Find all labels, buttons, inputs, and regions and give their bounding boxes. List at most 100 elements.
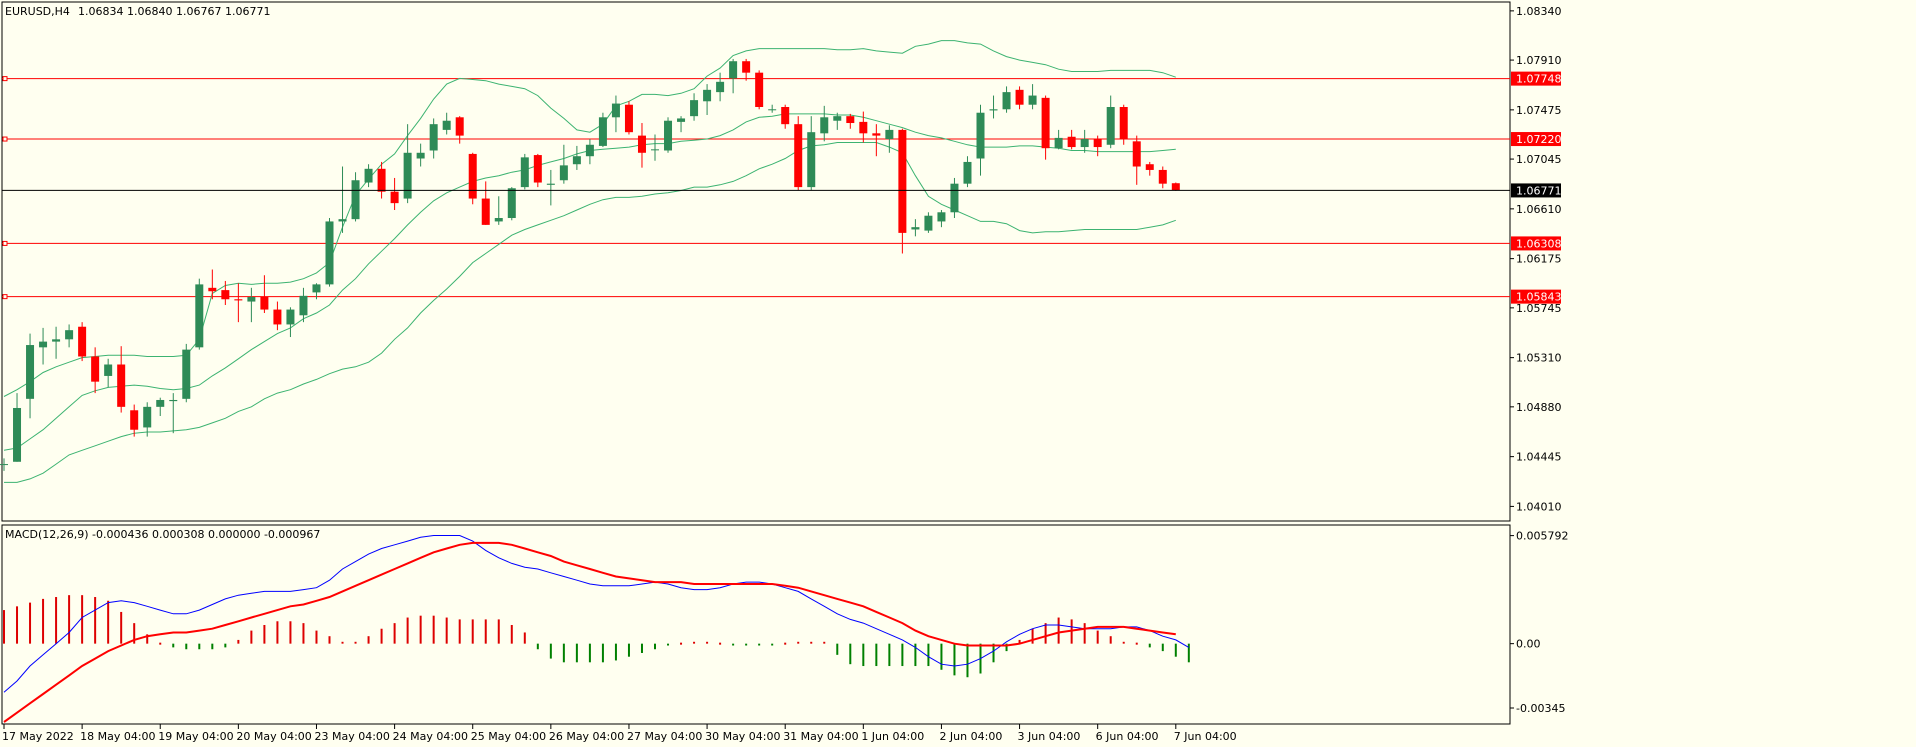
candle-body (1015, 89, 1024, 105)
candle-body (1041, 97, 1050, 149)
price-tick-label: 1.05745 (1516, 302, 1562, 315)
level-tag-label: 1.06308 (1516, 237, 1562, 250)
macd-label: MACD(12,26,9) -0.000436 0.000308 0.00000… (5, 528, 320, 541)
level-tag-label: 1.07220 (1516, 133, 1562, 146)
candle-body (325, 221, 334, 285)
candle-body (1054, 137, 1063, 149)
candle-body (91, 356, 100, 382)
candle-body (546, 183, 555, 185)
price-tick-label: 1.05310 (1516, 352, 1562, 365)
candle-body (950, 183, 959, 213)
candle-body (299, 295, 308, 316)
time-tick-label: 19 May 04:00 (158, 730, 233, 743)
candle-body (0, 464, 8, 466)
macd-tick-label: 0.005792 (1516, 530, 1569, 543)
time-tick-label: 6 Jun 04:00 (1096, 730, 1159, 743)
candle-body (247, 296, 256, 302)
candle-body (117, 364, 126, 407)
candle-body (182, 349, 191, 399)
price-tick-label: 1.07910 (1516, 54, 1562, 67)
candle-body (781, 107, 790, 125)
time-tick-label: 17 May 2022 (2, 730, 74, 743)
level-tag (1511, 132, 1561, 147)
candle-body (677, 118, 686, 122)
candle-body (403, 152, 412, 199)
price-tick-label: 1.04445 (1516, 451, 1562, 464)
candle-body (1158, 169, 1167, 184)
price-axis: 1.08340 1.07910 1.07475 1.07045 1.06610 1.061… (1510, 5, 1562, 513)
price-tick-label: 1.07475 (1516, 104, 1562, 117)
candle-body (1028, 95, 1037, 105)
candle-body (1106, 107, 1115, 145)
candle-body (963, 161, 972, 184)
candle-body (572, 156, 581, 165)
candle-body (1132, 141, 1141, 167)
candle-body (312, 284, 321, 293)
time-tick-label: 7 Jun 04:00 (1174, 730, 1237, 743)
time-tick-label: 3 Jun 04:00 (1018, 730, 1081, 743)
candle-body (260, 296, 269, 310)
current-price-layer: 1.06771 (2, 183, 1562, 198)
candle-body (703, 89, 712, 102)
macd-panel[interactable] (1, 524, 1511, 725)
time-tick-label: 27 May 04:00 (627, 730, 702, 743)
price-tick-label: 1.04880 (1516, 401, 1562, 414)
level-handle (2, 294, 8, 300)
candle-body (13, 407, 22, 462)
candle-body (690, 100, 699, 117)
candle-body (468, 153, 477, 199)
candle-body (807, 132, 816, 188)
candle-body (234, 299, 243, 301)
candle-body (742, 61, 751, 73)
candle-body (911, 227, 920, 230)
current-price-tag (1511, 183, 1561, 198)
candle-body (1145, 164, 1154, 170)
candle-body (937, 212, 946, 222)
time-tick-label: 31 May 04:00 (783, 730, 858, 743)
candle-body (1093, 139, 1102, 148)
candles-layer (0, 58, 1180, 471)
candle-body (885, 129, 894, 140)
candle-body (416, 152, 425, 159)
level-handle (2, 240, 8, 246)
candle-body (559, 165, 568, 181)
candle-body (286, 309, 295, 325)
candle-body (338, 219, 347, 222)
candle-body (507, 188, 516, 219)
candle-body (1119, 107, 1128, 140)
candle-body (846, 116, 855, 124)
level-tag (1511, 236, 1561, 251)
candle-body (651, 149, 659, 151)
candle-body (1171, 183, 1180, 191)
candle-body (611, 103, 620, 118)
level-tag (1511, 71, 1561, 86)
candle-body (208, 287, 217, 292)
candle-body (820, 117, 829, 134)
time-tick-label: 18 May 04:00 (80, 730, 155, 743)
time-tick-label: 24 May 04:00 (393, 730, 468, 743)
candle-body (729, 61, 738, 79)
candle-body (833, 116, 842, 121)
candle-body (52, 339, 61, 342)
time-axis: 17 May 2022 18 May 04:00 19 May 04:00 20 Ma… (2, 724, 1237, 743)
macd-main-line (3, 535, 1190, 693)
candle-body (494, 218, 503, 222)
candle-body (26, 345, 35, 399)
price-levels-layer: 1.07748 1.07220 1.06308 1.05843 (2, 71, 1562, 304)
candle-body (664, 120, 673, 151)
level-tag (1511, 289, 1561, 304)
candle-body (390, 191, 399, 204)
time-tick-label: 20 May 04:00 (236, 730, 311, 743)
candle-body (195, 284, 204, 348)
macd-signal-line (3, 541, 1176, 723)
candle-body (637, 135, 646, 153)
candle-body (520, 157, 529, 188)
time-tick-label: 2 Jun 04:00 (939, 730, 1002, 743)
candle-body (585, 144, 594, 157)
price-tick-label: 1.06610 (1516, 203, 1562, 216)
price-tick-label: 1.08340 (1516, 5, 1562, 18)
candle-body (794, 124, 803, 188)
symbol-label: EURUSD,H4 (5, 5, 70, 18)
candle-body (143, 406, 152, 428)
